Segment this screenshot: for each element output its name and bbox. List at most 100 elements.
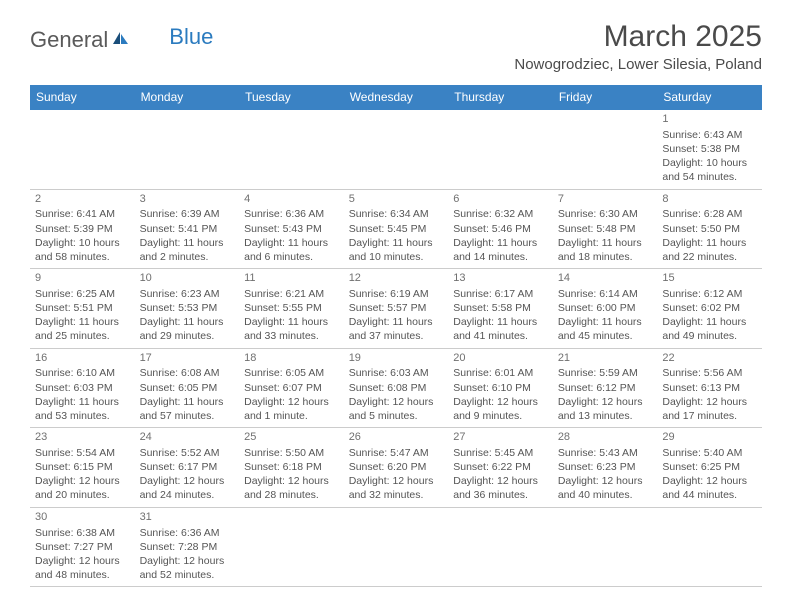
- daylight-text: Daylight: 11 hours and 10 minutes.: [349, 236, 444, 264]
- day-number: 10: [140, 271, 235, 286]
- sunset-text: Sunset: 5:45 PM: [349, 222, 444, 236]
- day-number: 27: [453, 430, 548, 445]
- sunset-text: Sunset: 6:12 PM: [558, 381, 653, 395]
- sunrise-text: Sunrise: 6:41 AM: [35, 207, 130, 221]
- sunset-text: Sunset: 7:27 PM: [35, 540, 130, 554]
- brand-part2: Blue: [169, 24, 213, 50]
- sunrise-text: Sunrise: 5:52 AM: [140, 446, 235, 460]
- sunset-text: Sunset: 5:43 PM: [244, 222, 339, 236]
- calendar-head: SundayMondayTuesdayWednesdayThursdayFrid…: [30, 85, 762, 110]
- sunrise-text: Sunrise: 6:25 AM: [35, 287, 130, 301]
- daylight-text: Daylight: 10 hours and 54 minutes.: [662, 156, 757, 184]
- day-header: Sunday: [30, 85, 135, 110]
- daylight-text: Daylight: 12 hours and 13 minutes.: [558, 395, 653, 423]
- calendar-cell: 23Sunrise: 5:54 AMSunset: 6:15 PMDayligh…: [30, 428, 135, 508]
- day-number: 12: [349, 271, 444, 286]
- daylight-text: Daylight: 12 hours and 36 minutes.: [453, 474, 548, 502]
- sunrise-text: Sunrise: 5:47 AM: [349, 446, 444, 460]
- daylight-text: Daylight: 12 hours and 24 minutes.: [140, 474, 235, 502]
- sail-icon: [111, 26, 129, 52]
- calendar-cell: 21Sunrise: 5:59 AMSunset: 6:12 PMDayligh…: [553, 348, 658, 428]
- sunset-text: Sunset: 5:50 PM: [662, 222, 757, 236]
- daylight-text: Daylight: 11 hours and 37 minutes.: [349, 315, 444, 343]
- sunrise-text: Sunrise: 6:21 AM: [244, 287, 339, 301]
- day-number: 20: [453, 351, 548, 366]
- day-header-row: SundayMondayTuesdayWednesdayThursdayFrid…: [30, 85, 762, 110]
- calendar-cell: 15Sunrise: 6:12 AMSunset: 6:02 PMDayligh…: [657, 269, 762, 349]
- calendar-cell-empty: [135, 110, 240, 190]
- day-number: 26: [349, 430, 444, 445]
- daylight-text: Daylight: 12 hours and 28 minutes.: [244, 474, 339, 502]
- sunset-text: Sunset: 7:28 PM: [140, 540, 235, 554]
- title-block: March 2025 Nowogrodziec, Lower Silesia, …: [514, 20, 762, 73]
- calendar-cell-empty: [448, 110, 553, 190]
- calendar-cell: 9Sunrise: 6:25 AMSunset: 5:51 PMDaylight…: [30, 269, 135, 349]
- day-header: Saturday: [657, 85, 762, 110]
- calendar-cell: 4Sunrise: 6:36 AMSunset: 5:43 PMDaylight…: [239, 189, 344, 269]
- daylight-text: Daylight: 12 hours and 9 minutes.: [453, 395, 548, 423]
- calendar-cell-empty: [239, 110, 344, 190]
- day-number: 1: [662, 112, 757, 127]
- daylight-text: Daylight: 11 hours and 45 minutes.: [558, 315, 653, 343]
- sunrise-text: Sunrise: 5:56 AM: [662, 366, 757, 380]
- sunset-text: Sunset: 6:03 PM: [35, 381, 130, 395]
- daylight-text: Daylight: 11 hours and 14 minutes.: [453, 236, 548, 264]
- day-number: 11: [244, 271, 339, 286]
- calendar-cell: 24Sunrise: 5:52 AMSunset: 6:17 PMDayligh…: [135, 428, 240, 508]
- daylight-text: Daylight: 11 hours and 18 minutes.: [558, 236, 653, 264]
- sunset-text: Sunset: 6:13 PM: [662, 381, 757, 395]
- calendar-row: 2Sunrise: 6:41 AMSunset: 5:39 PMDaylight…: [30, 189, 762, 269]
- calendar-cell: 19Sunrise: 6:03 AMSunset: 6:08 PMDayligh…: [344, 348, 449, 428]
- sunrise-text: Sunrise: 6:38 AM: [35, 526, 130, 540]
- sunrise-text: Sunrise: 6:28 AM: [662, 207, 757, 221]
- sunrise-text: Sunrise: 6:14 AM: [558, 287, 653, 301]
- sunrise-text: Sunrise: 5:40 AM: [662, 446, 757, 460]
- day-number: 28: [558, 430, 653, 445]
- daylight-text: Daylight: 12 hours and 20 minutes.: [35, 474, 130, 502]
- sunset-text: Sunset: 6:08 PM: [349, 381, 444, 395]
- calendar-cell-empty: [657, 507, 762, 587]
- calendar-cell-empty: [553, 507, 658, 587]
- calendar-cell: 6Sunrise: 6:32 AMSunset: 5:46 PMDaylight…: [448, 189, 553, 269]
- sunrise-text: Sunrise: 5:43 AM: [558, 446, 653, 460]
- day-number: 8: [662, 192, 757, 207]
- daylight-text: Daylight: 12 hours and 44 minutes.: [662, 474, 757, 502]
- calendar-row: 9Sunrise: 6:25 AMSunset: 5:51 PMDaylight…: [30, 269, 762, 349]
- sunrise-text: Sunrise: 6:34 AM: [349, 207, 444, 221]
- daylight-text: Daylight: 12 hours and 40 minutes.: [558, 474, 653, 502]
- calendar-body: 1Sunrise: 6:43 AMSunset: 5:38 PMDaylight…: [30, 110, 762, 587]
- calendar-row: 23Sunrise: 5:54 AMSunset: 6:15 PMDayligh…: [30, 428, 762, 508]
- day-header: Tuesday: [239, 85, 344, 110]
- day-number: 18: [244, 351, 339, 366]
- calendar-cell: 7Sunrise: 6:30 AMSunset: 5:48 PMDaylight…: [553, 189, 658, 269]
- calendar-cell: 17Sunrise: 6:08 AMSunset: 6:05 PMDayligh…: [135, 348, 240, 428]
- daylight-text: Daylight: 12 hours and 1 minute.: [244, 395, 339, 423]
- sunrise-text: Sunrise: 6:36 AM: [244, 207, 339, 221]
- sunrise-text: Sunrise: 5:59 AM: [558, 366, 653, 380]
- sunset-text: Sunset: 5:55 PM: [244, 301, 339, 315]
- sunset-text: Sunset: 5:53 PM: [140, 301, 235, 315]
- sunset-text: Sunset: 6:02 PM: [662, 301, 757, 315]
- day-header: Monday: [135, 85, 240, 110]
- calendar-cell-empty: [344, 507, 449, 587]
- calendar-cell: 16Sunrise: 6:10 AMSunset: 6:03 PMDayligh…: [30, 348, 135, 428]
- calendar-cell: 1Sunrise: 6:43 AMSunset: 5:38 PMDaylight…: [657, 110, 762, 190]
- sunset-text: Sunset: 5:51 PM: [35, 301, 130, 315]
- calendar-cell: 12Sunrise: 6:19 AMSunset: 5:57 PMDayligh…: [344, 269, 449, 349]
- daylight-text: Daylight: 11 hours and 25 minutes.: [35, 315, 130, 343]
- daylight-text: Daylight: 11 hours and 2 minutes.: [140, 236, 235, 264]
- calendar-cell: 29Sunrise: 5:40 AMSunset: 6:25 PMDayligh…: [657, 428, 762, 508]
- sunrise-text: Sunrise: 6:17 AM: [453, 287, 548, 301]
- day-header: Friday: [553, 85, 658, 110]
- day-number: 6: [453, 192, 548, 207]
- calendar-cell: 8Sunrise: 6:28 AMSunset: 5:50 PMDaylight…: [657, 189, 762, 269]
- sunset-text: Sunset: 6:07 PM: [244, 381, 339, 395]
- calendar-cell-empty: [553, 110, 658, 190]
- sunrise-text: Sunrise: 6:01 AM: [453, 366, 548, 380]
- daylight-text: Daylight: 12 hours and 5 minutes.: [349, 395, 444, 423]
- daylight-text: Daylight: 11 hours and 33 minutes.: [244, 315, 339, 343]
- calendar-table: SundayMondayTuesdayWednesdayThursdayFrid…: [30, 85, 762, 587]
- daylight-text: Daylight: 10 hours and 58 minutes.: [35, 236, 130, 264]
- sunset-text: Sunset: 5:46 PM: [453, 222, 548, 236]
- calendar-row: 30Sunrise: 6:38 AMSunset: 7:27 PMDayligh…: [30, 507, 762, 587]
